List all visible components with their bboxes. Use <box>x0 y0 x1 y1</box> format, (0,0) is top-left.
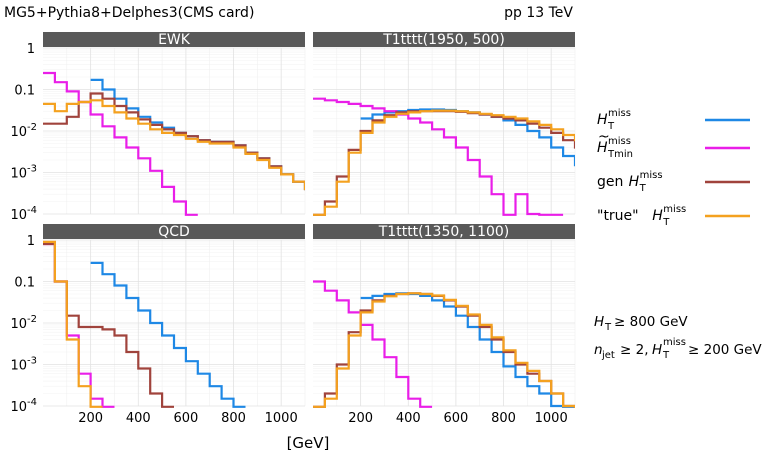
series-line-HTmin <box>313 280 433 408</box>
legend-entry-HTmin: H~ Tmin miss <box>597 129 750 160</box>
series-line-true <box>43 240 103 408</box>
series-line-gen <box>43 242 174 408</box>
facet-title: QCD <box>158 224 190 240</box>
header-left: MG5+Pythia8+Delphes3(CMS card) <box>4 5 254 21</box>
legend-superscript: miss <box>608 136 631 147</box>
x-tick-label: 1000 <box>535 411 568 426</box>
series-line-HTmin <box>43 71 198 216</box>
cut-annotation-njet: n <box>594 342 603 358</box>
legend-symbol: H <box>597 140 608 156</box>
y-tick-label: 10 <box>10 400 27 415</box>
y-tick-label: 10 <box>10 125 27 140</box>
y-tick-label-exp: -3 <box>27 356 37 367</box>
series-line-true <box>313 109 575 216</box>
cut-annotation-ht-sub: T <box>604 322 612 333</box>
legend-prefix: gen <box>597 174 623 190</box>
y-tick-label: 10 <box>10 317 27 332</box>
legend-tilde: ~ <box>598 129 610 145</box>
header-right: pp 13 TeV <box>504 5 573 21</box>
legend-subscript: T <box>607 121 615 132</box>
y-tick-label: 10 <box>10 359 27 374</box>
legend-prefix: "true" <box>597 208 639 224</box>
cut-annotation-htmiss-sub: T <box>662 350 670 361</box>
y-tick-label: 1 <box>27 234 35 249</box>
series-line-HTmin <box>313 97 564 216</box>
series-line-gen <box>313 110 575 216</box>
facet-strip <box>313 224 575 239</box>
series-line-HTmiss <box>90 261 246 408</box>
legend-superscript: miss <box>640 170 663 181</box>
cut-annotation-htmiss: H <box>652 342 662 358</box>
x-axis-label: [GeV] <box>287 434 330 452</box>
legend-symbol: H <box>629 174 640 190</box>
facet-panel: T1tttt(1950, 500) <box>313 32 576 216</box>
facet-strip <box>43 224 305 239</box>
legend-superscript: miss <box>663 204 686 215</box>
y-tick-label-exp: -2 <box>27 122 37 133</box>
x-tick-label: 200 <box>348 411 373 426</box>
facet-title: T1tttt(1350, 1100) <box>378 224 510 240</box>
legend-superscript: miss <box>608 108 631 119</box>
legend-symbol: H <box>597 112 608 128</box>
x-tick-label: 200 <box>78 411 103 426</box>
y-tick-label-exp: -4 <box>27 205 37 216</box>
series-line-true <box>313 292 575 408</box>
cut-annotation-njet-rest: ≥ 2, <box>620 342 648 358</box>
x-tick-label: 400 <box>396 411 421 426</box>
y-tick-label-exp: -3 <box>27 164 37 175</box>
x-tick-label: 600 <box>173 411 198 426</box>
legend-symbol: H <box>652 208 663 224</box>
facet-title: T1tttt(1950, 500) <box>382 32 505 48</box>
cut-annotation-ht: H <box>594 314 604 330</box>
cut-annotation-njet-sub: jet <box>601 350 615 361</box>
legend-subscript: T <box>662 217 670 228</box>
legend-subscript: Tmin <box>607 149 633 160</box>
cut-annotation-htmiss-sup: miss <box>663 337 686 348</box>
y-tick-label: 0.1 <box>14 84 35 99</box>
x-tick-label: 400 <box>126 411 151 426</box>
y-tick-label-exp: -4 <box>27 397 37 408</box>
facet-strip <box>43 32 305 47</box>
series-line-true <box>43 99 305 191</box>
y-tick-label: 1 <box>27 42 35 57</box>
y-tick-label: 10 <box>10 167 27 182</box>
x-tick-label: 800 <box>491 411 516 426</box>
facet-strip <box>313 32 575 47</box>
legend-subscript: T <box>639 183 647 194</box>
y-tick-label: 0.1 <box>14 276 35 291</box>
x-tick-label: 1000 <box>265 411 298 426</box>
y-tick-label-exp: -2 <box>27 314 37 325</box>
facet-panel: T1tttt(1350, 1100) 200 400 600 800 1000 <box>313 224 576 426</box>
facet-title: EWK <box>158 32 191 48</box>
x-tick-label: 800 <box>221 411 246 426</box>
y-tick-label: 10 <box>10 208 27 223</box>
cut-annotation-htmiss-rest: ≥ 200 GeV <box>688 342 762 358</box>
x-tick-label: 600 <box>443 411 468 426</box>
cut-annotation-ht-rest: ≥ 800 GeV <box>614 314 688 330</box>
